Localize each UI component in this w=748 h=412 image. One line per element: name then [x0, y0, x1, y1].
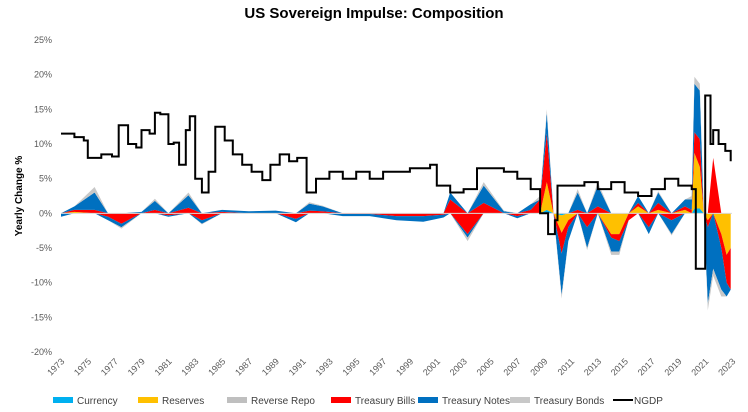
x-tick-label: 1983 [179, 356, 200, 377]
legend-swatch [331, 397, 351, 403]
legend-label: Reserves [162, 396, 204, 407]
area-reserves-pos [61, 153, 731, 214]
x-tick-label: 2007 [501, 356, 522, 377]
x-tick-label: 2013 [582, 356, 603, 377]
y-tick-label: 25% [34, 35, 52, 45]
y-tick-label: -5% [36, 243, 52, 253]
y-tick-label: 5% [39, 174, 52, 184]
x-tick-label: 1981 [153, 356, 174, 377]
y-tick-label: 15% [34, 104, 52, 114]
legend-label: Treasury Bills [355, 396, 415, 407]
legend-swatch [227, 397, 247, 403]
area-treasury-bills-neg [61, 213, 731, 290]
x-tick-label: 2011 [556, 356, 577, 377]
x-tick-label: 2003 [448, 356, 469, 377]
area-reverse-repo-pos [61, 153, 731, 214]
legend-label: NGDP [634, 396, 663, 407]
legend-item-treasury-bonds: Treasury Bonds [510, 396, 604, 407]
x-tick-label: 1993 [314, 356, 335, 377]
legend-swatch [613, 399, 633, 401]
legend-item-currency: Currency [53, 396, 118, 407]
area-treasury-bills-pos [61, 132, 731, 214]
ngdp-line [61, 94, 732, 270]
x-tick-label: 2019 [662, 356, 683, 377]
x-tick-label: 2021 [689, 356, 710, 377]
area-treasury-notes-pos [61, 83, 731, 214]
x-tick-label: 1975 [72, 356, 93, 377]
x-tick-label: 2023 [716, 356, 737, 377]
legend-item-treasury-notes: Treasury Notes [418, 396, 510, 407]
legend-label: Treasury Bonds [534, 396, 604, 407]
area-reserves-neg [61, 213, 731, 255]
y-axis-label: Yearly Change % [14, 156, 25, 237]
x-tick-label: 1987 [233, 356, 254, 377]
x-tick-label: 1973 [45, 356, 66, 377]
x-tick-label: 2009 [528, 356, 549, 377]
y-tick-label: -10% [31, 278, 52, 288]
x-tick-label: 2017 [636, 356, 657, 377]
y-tick-label: -15% [31, 312, 52, 322]
legend-swatch [138, 397, 158, 403]
x-tick-label: 1979 [126, 356, 147, 377]
x-tick-label: 1985 [206, 356, 227, 377]
x-tick-label: 1989 [260, 356, 281, 377]
x-axis-ticks: 1973 1975 1977 1979 1981 1983 1985 1987 1989 1991… [45, 356, 737, 377]
legend: Currency Reserves Reverse Repo Treasury Bil… [53, 396, 663, 407]
legend-swatch [418, 397, 438, 403]
legend-item-treasury-bills: Treasury Bills [331, 396, 415, 407]
x-tick-label: 2015 [609, 356, 630, 377]
legend-item-ngdp: NGDP [613, 396, 663, 407]
x-tick-label: 1977 [99, 356, 120, 377]
legend-label: Currency [77, 396, 118, 407]
y-tick-label: -20% [31, 347, 52, 357]
x-tick-label: 1997 [367, 356, 388, 377]
legend-item-reserves: Reserves [138, 396, 204, 407]
area-treasury-notes-neg [61, 213, 731, 304]
y-tick-label: 10% [34, 139, 52, 149]
x-tick-label: 1999 [394, 356, 415, 377]
y-tick-label: 20% [34, 70, 52, 80]
x-tick-label: 1991 [287, 356, 308, 377]
chart-title: US Sovereign Impulse: Composition [244, 5, 504, 22]
ngdp-line-group [61, 94, 732, 270]
x-tick-label: 2001 [421, 356, 442, 377]
x-tick-label: 2005 [475, 356, 496, 377]
y-axis-ticks: 25% 20% 15% 10% 5% 0% -5% -10% -15% -20% [31, 35, 52, 357]
x-tick-label: 1995 [340, 356, 361, 377]
area-treasury-bonds-neg [61, 213, 731, 311]
legend-item-reverse-repo: Reverse Repo [227, 396, 315, 407]
legend-label: Treasury Notes [442, 396, 510, 407]
legend-swatch [53, 397, 73, 403]
stacked-areas [61, 76, 731, 311]
legend-label: Reverse Repo [251, 396, 315, 407]
y-tick-label: 0% [39, 208, 52, 218]
legend-swatch [510, 397, 530, 403]
